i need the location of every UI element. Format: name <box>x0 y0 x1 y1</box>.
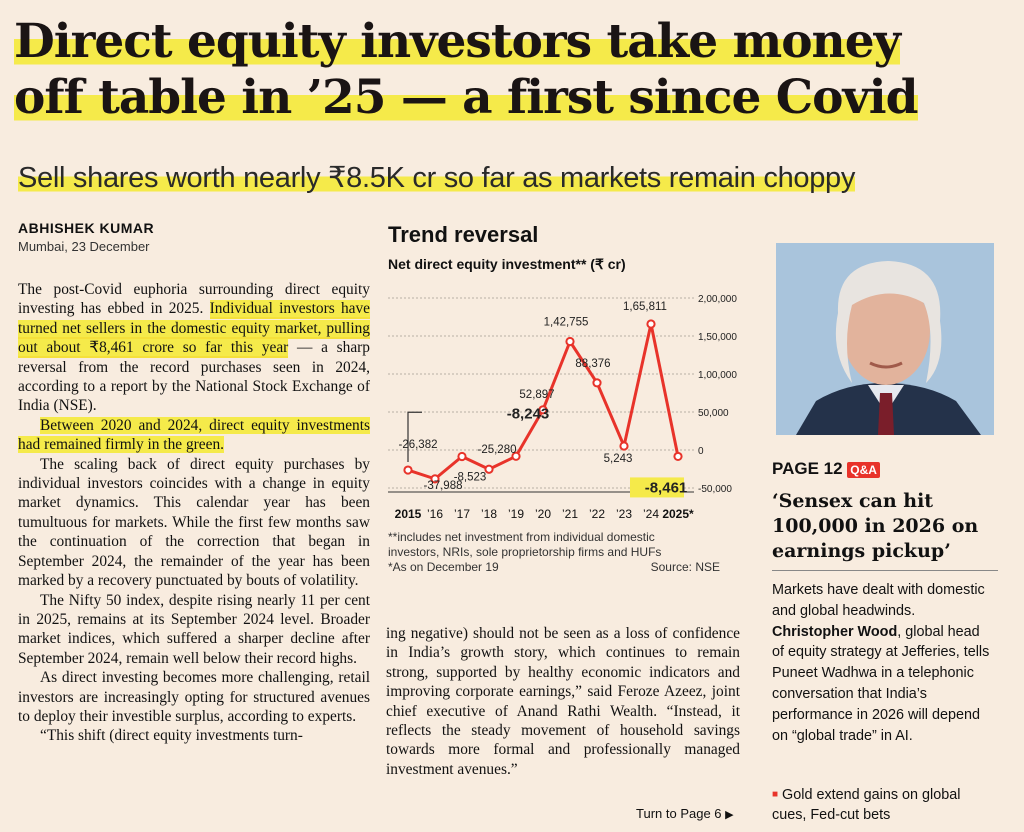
line-chart: 2,00,000 1,50,000 1,00,000 50,000 0 -50,000 20… <box>388 294 737 521</box>
sidebar-teaser[interactable]: ■ Gold extend gains on global cues, Fed-… <box>772 785 994 825</box>
paragraph: The Nifty 50 index, despite rising nearl… <box>18 591 370 667</box>
data-point <box>592 378 602 388</box>
data-label: 1,42,755 <box>544 317 589 329</box>
data-label: -8,243 <box>507 405 550 422</box>
sidebar-body: Markets have dealt with domestic and glo… <box>772 582 990 744</box>
y-tick-label: 2,00,000 <box>698 294 737 305</box>
y-tick-label: 1,50,000 <box>698 332 737 343</box>
data-point <box>565 336 575 347</box>
sidebar-title[interactable]: ‘Sensex can hit 100,000 in 2026 on earni… <box>772 490 979 562</box>
qa-badge: Q&A <box>847 462 880 478</box>
x-tick-label: ’18 <box>481 507 497 521</box>
data-point <box>484 464 494 474</box>
data-point <box>619 441 629 451</box>
data-label: -8,461 <box>645 479 688 496</box>
x-tick-label: ’22 <box>589 507 605 521</box>
data-label: 52,897 <box>519 389 554 401</box>
label-leader-line <box>407 411 422 463</box>
data-label: 5,243 <box>604 453 633 465</box>
byline-author: ABHISHEK KUMAR <box>18 220 155 236</box>
footnote: *As on December 19 <box>388 560 499 574</box>
dateline: Mumbai, 23 December <box>18 239 150 254</box>
series-line <box>407 322 680 481</box>
data-label: -25,280 <box>477 444 516 456</box>
y-tick-label: 50,000 <box>698 408 729 419</box>
highlight-box <box>630 477 684 498</box>
data-label: 88,376 <box>575 358 610 370</box>
data-point <box>511 451 521 461</box>
chart-source: Source: NSE <box>650 560 720 574</box>
y-tick-label: 1,00,000 <box>698 370 737 381</box>
reporter-name: Puneet Wadhwa <box>772 665 878 682</box>
data-label: -37,988 <box>423 480 462 492</box>
paragraph: Between 2020 and 2024, direct equity inv… <box>18 416 370 455</box>
data-point <box>457 451 467 462</box>
y-tick-label: -50,000 <box>698 484 732 495</box>
data-label: 1,65,811 <box>623 301 667 313</box>
turn-label: Turn to Page 6 <box>636 806 722 821</box>
deck-text: Sell shares worth nearly ₹8.5K cr so far… <box>18 162 856 194</box>
square-bullet-icon: ■ <box>772 789 779 800</box>
x-tick-label: ’20 <box>535 507 551 521</box>
headline-line-2: off table in ’25 — a first since Covid <box>14 70 919 125</box>
data-point <box>646 319 656 329</box>
turn-to-page[interactable]: Turn to Page 6 ▶ <box>636 806 734 821</box>
article-column-1: The post-Covid euphoria surrounding dire… <box>18 280 370 746</box>
y-tick-label: 0 <box>698 446 704 457</box>
data-label: -26,382 <box>398 439 437 451</box>
data-point <box>430 474 440 484</box>
data-point <box>538 405 548 415</box>
paragraph: The post-Covid euphoria surrounding dire… <box>18 281 370 415</box>
x-tick-label: 2025* <box>662 507 694 521</box>
chart-footnotes: **includes net investment from individua… <box>388 530 748 575</box>
paragraph: “This shift (direct equity investments t… <box>40 727 303 745</box>
article-column-2: ing negative) should not be seen as a lo… <box>386 624 740 779</box>
chart-subtitle: Net direct equity investment** (₹ cr) <box>388 256 626 272</box>
person-name: Christopher Wood <box>772 623 898 640</box>
headline: Direct equity investors take money off t… <box>14 14 1014 126</box>
paragraph: As direct investing becomes more challen… <box>18 669 370 725</box>
x-tick-label: ’16 <box>427 507 443 521</box>
teaser-text: Gold extend gains on global cues, Fed-cu… <box>772 787 961 823</box>
x-tick-label: ’17 <box>454 507 470 521</box>
portrait-photo <box>776 243 994 435</box>
x-tick-label: ’24 <box>643 507 659 521</box>
x-tick-label: ’23 <box>616 507 632 521</box>
footnote: **includes net investment from individua… <box>388 530 655 544</box>
paragraph: ing negative) should not be seen as a lo… <box>386 625 740 778</box>
triangle-right-icon: ▶ <box>725 809 734 821</box>
data-label: -8,523 <box>454 471 487 483</box>
divider <box>772 570 998 571</box>
data-point <box>403 465 413 475</box>
x-tick-label: 2015 <box>395 507 422 521</box>
x-tick-label: ’19 <box>508 507 524 521</box>
data-point <box>673 451 683 462</box>
paragraph: The scaling back of direct equity purcha… <box>18 455 370 590</box>
highlighted-sentence: Between 2020 and 2024, direct equity inv… <box>18 416 370 454</box>
page-12-label[interactable]: PAGE 12 Q&A <box>772 459 880 479</box>
headline-line-1: Direct equity investors take money <box>14 14 901 69</box>
chart-title: Trend reversal <box>388 222 539 247</box>
x-tick-label: ’21 <box>562 507 578 521</box>
footnote: investors, NRIs, sole proprietorship fir… <box>388 545 662 559</box>
deck: Sell shares worth nearly ₹8.5K cr so far… <box>18 160 855 195</box>
